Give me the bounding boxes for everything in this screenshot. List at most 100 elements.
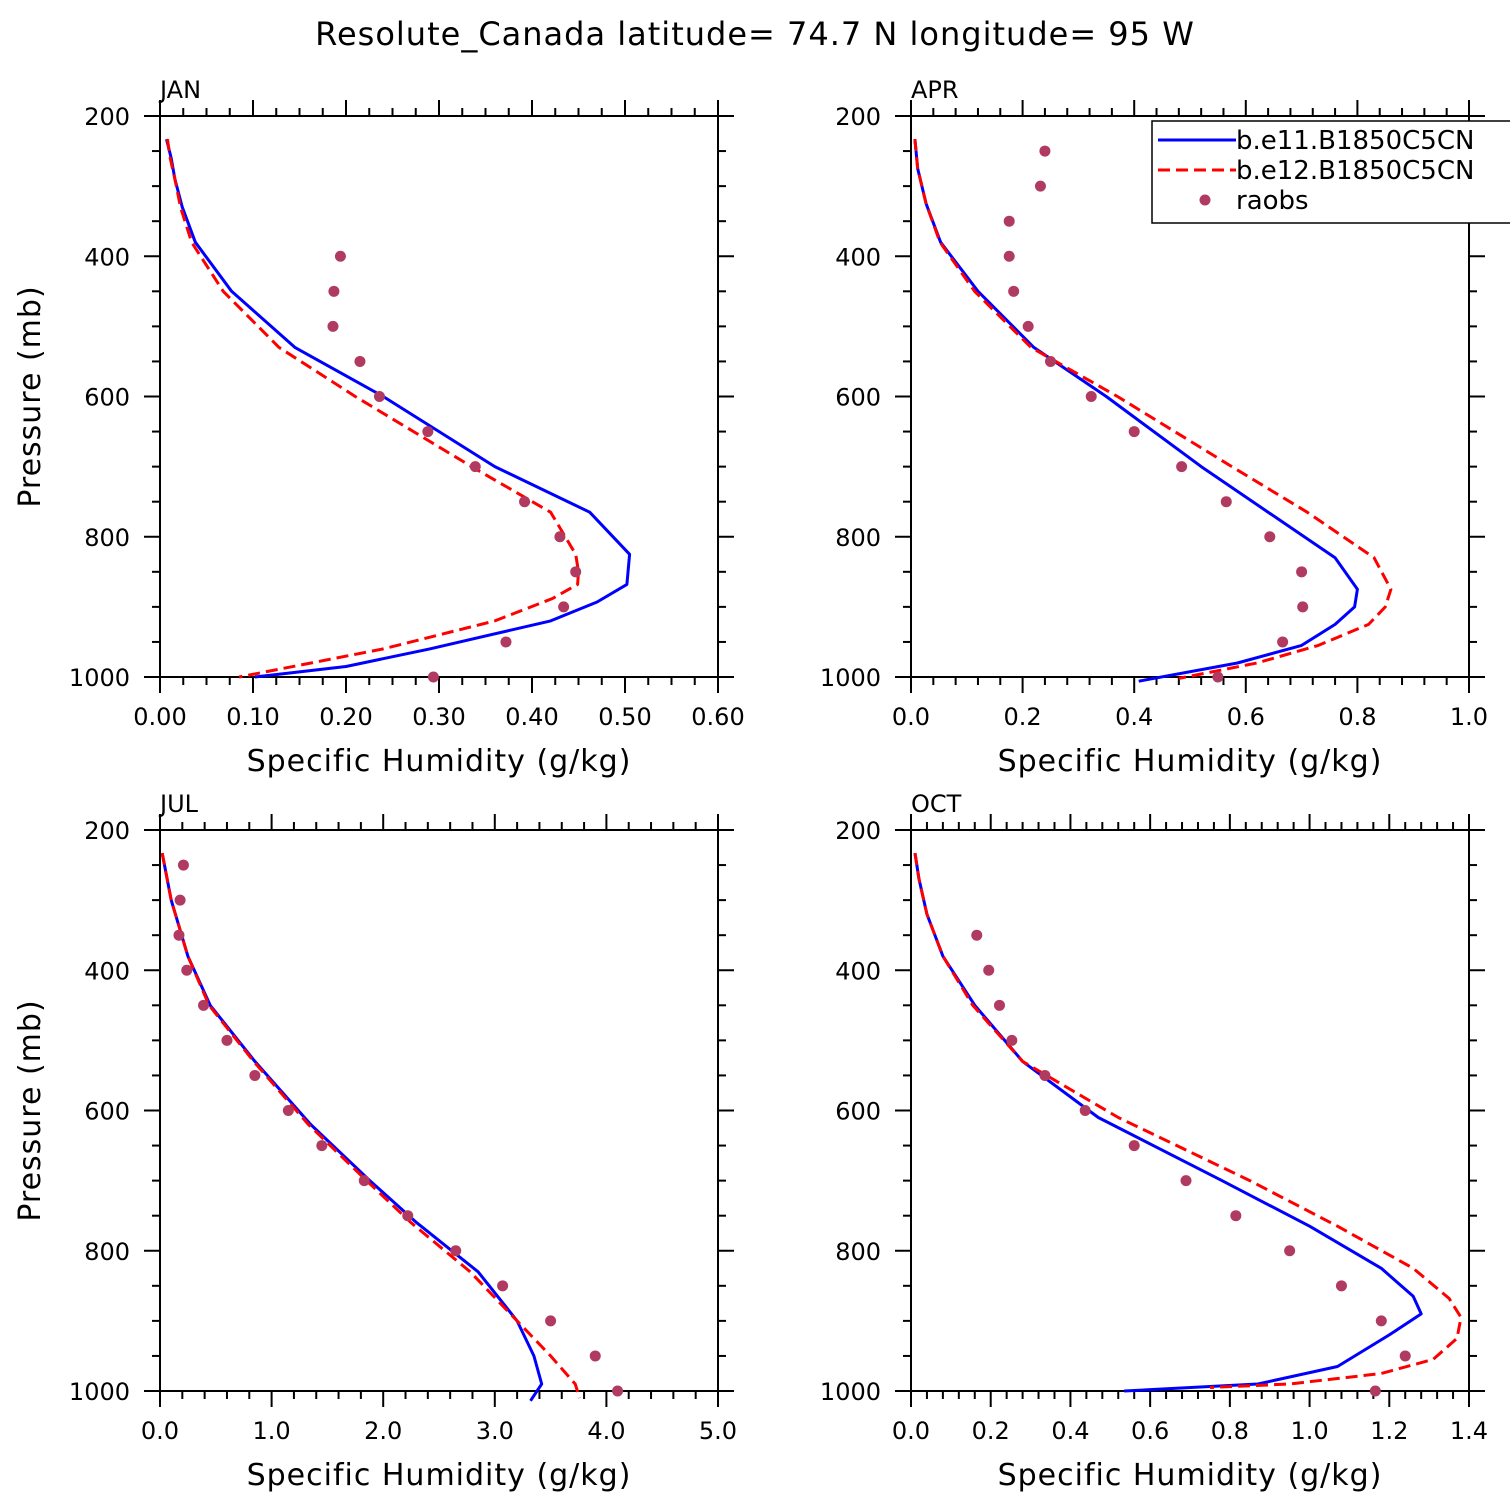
x-tick-label: 1.0 — [1290, 1417, 1328, 1445]
raobs-point — [1034, 180, 1046, 192]
panel-label: JUL — [158, 790, 199, 818]
x-tick-label: 0.8 — [1211, 1417, 1249, 1445]
raobs-point — [1039, 1069, 1051, 1081]
y-tick-label: 600 — [835, 384, 881, 412]
y-tick-label: 1000 — [820, 664, 881, 692]
raobs-point — [545, 1315, 557, 1327]
legend-label: b.e12.B1850C5CN — [1236, 156, 1474, 186]
raobs-point — [1006, 1034, 1018, 1046]
raobs-point — [469, 461, 481, 473]
raobs-point — [612, 1385, 624, 1397]
raobs-point — [497, 1280, 509, 1292]
y-tick-label: 200 — [835, 103, 881, 131]
raobs-point — [570, 566, 582, 578]
y-tick-label: 600 — [84, 384, 130, 412]
plot-frame — [910, 829, 1470, 1392]
plot-frame — [159, 829, 719, 1392]
raobs-point — [1335, 1280, 1347, 1292]
x-tick-label: 1.2 — [1370, 1417, 1408, 1445]
raobs-point — [1297, 601, 1309, 613]
x-tick-label: 5.0 — [699, 1417, 737, 1445]
x-tick-label: 0.00 — [133, 703, 186, 731]
series-line-e11 — [913, 138, 1359, 683]
x-tick-label: 0.20 — [319, 703, 372, 731]
raobs-point — [1284, 1245, 1296, 1257]
raobs-point — [354, 355, 366, 367]
raobs-point — [1085, 391, 1097, 402]
y-tick-label: 1000 — [820, 1378, 881, 1406]
raobs-point — [1003, 250, 1015, 262]
y-axis-label: Pressure (mb) — [13, 285, 48, 507]
raobs-point — [971, 929, 983, 941]
series-line-e12 — [165, 138, 580, 679]
raobs-point — [198, 999, 210, 1011]
legend-label: raobs — [1236, 186, 1309, 216]
series-line-e11 — [165, 138, 632, 679]
y-axis-label: Pressure (mb) — [13, 999, 48, 1221]
raobs-point — [173, 929, 185, 941]
raobs-point — [1176, 461, 1188, 473]
raobs-point — [993, 999, 1005, 1011]
raobs-point — [334, 250, 346, 262]
raobs-point — [1180, 1175, 1192, 1187]
raobs-point — [282, 1105, 294, 1116]
x-tick-label: 0.6 — [1131, 1417, 1169, 1445]
panel-jul: JUL 200 400 600 800 1000 0.0 1.0 2.0 3.0 4.0 5.0 Spe… — [13, 790, 737, 1493]
y-tick-label: 400 — [835, 957, 881, 985]
x-tick-label: 0.4 — [1051, 1417, 1089, 1445]
raobs-point — [174, 894, 186, 906]
raobs-point — [1399, 1350, 1411, 1362]
raobs-point — [1022, 320, 1034, 332]
raobs-point — [1230, 1210, 1242, 1222]
x-tick-label: 0.0 — [141, 1417, 179, 1445]
raobs-point — [589, 1350, 601, 1362]
raobs-point — [181, 964, 193, 976]
raobs-point — [177, 859, 189, 871]
raobs-point — [1128, 426, 1140, 438]
y-tick-label: 800 — [84, 524, 130, 552]
y-tick-label: 200 — [84, 817, 130, 845]
x-tick-label: 0.6 — [1227, 703, 1265, 731]
y-tick-label: 800 — [835, 524, 881, 552]
raobs-point — [402, 1210, 414, 1222]
x-tick-label: 0.0 — [892, 703, 930, 731]
legend-marker-raobs — [1199, 194, 1211, 206]
panel-label: APR — [911, 76, 959, 104]
x-tick-label: 3.0 — [476, 1417, 514, 1445]
raobs-point — [1212, 671, 1224, 683]
x-tick-label: 1.0 — [1450, 703, 1488, 731]
x-tick-label: 0.10 — [226, 703, 279, 731]
raobs-point — [1003, 215, 1015, 227]
x-tick-label: 0.2 — [1004, 703, 1042, 731]
x-tick-label: 0.30 — [412, 703, 465, 731]
raobs-point — [1079, 1105, 1091, 1116]
raobs-point — [249, 1069, 261, 1081]
series-line-e12 — [913, 852, 1463, 1389]
series-line-e11 — [160, 852, 544, 1402]
y-tick-label: 600 — [835, 1098, 881, 1126]
raobs-point — [422, 426, 434, 438]
raobs-point — [500, 636, 512, 648]
y-tick-label: 800 — [835, 1238, 881, 1266]
raobs-point — [1264, 531, 1276, 543]
x-axis-label: Specific Humidity (g/kg) — [247, 1458, 632, 1493]
series-line-e12 — [160, 852, 582, 1399]
x-tick-label: 0.4 — [1115, 703, 1153, 731]
panel-oct: OCT 200 400 600 800 1000 0.0 0.2 0.4 0.6 0.8 1.0 1.2… — [820, 790, 1488, 1493]
plot-frame — [159, 115, 719, 678]
legend-label: b.e11.B1850C5CN — [1236, 126, 1474, 156]
raobs-point — [1369, 1385, 1381, 1397]
raobs-point — [358, 1175, 370, 1187]
x-axis-label: Specific Humidity (g/kg) — [998, 744, 1383, 779]
panel-label: JAN — [158, 76, 201, 104]
series-line-e11 — [913, 852, 1423, 1393]
raobs-point — [1277, 636, 1289, 648]
chart-title: Resolute_Canada latitude= 74.7 N longitu… — [315, 15, 1195, 53]
x-tick-label: 0.50 — [598, 703, 651, 731]
series-line-e12 — [913, 138, 1393, 680]
y-tick-label: 200 — [84, 103, 130, 131]
raobs-point — [328, 285, 340, 297]
raobs-point — [1296, 566, 1308, 578]
